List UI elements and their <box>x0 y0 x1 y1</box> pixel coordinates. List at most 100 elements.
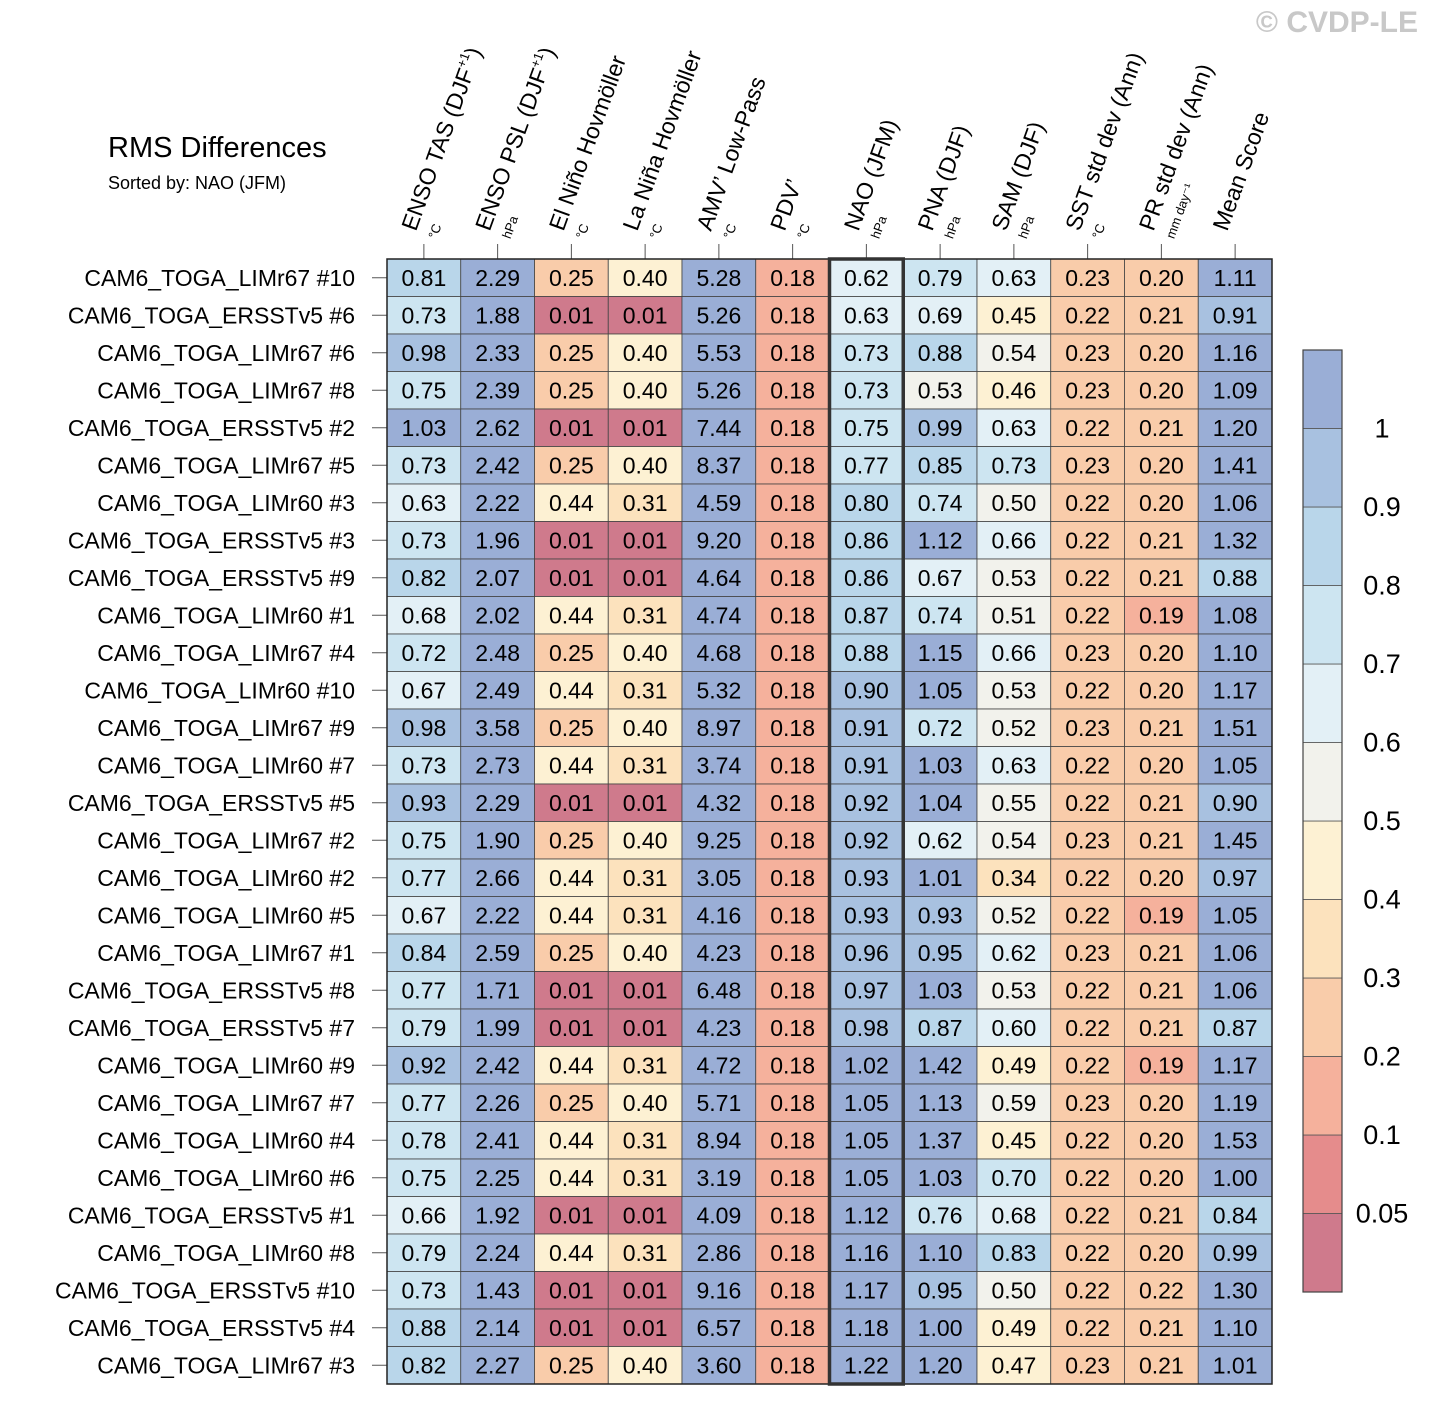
cell-value: 0.63 <box>844 302 889 328</box>
cell-r26-c6 <box>829 1233 904 1272</box>
cell-r20-c6 <box>829 1008 904 1047</box>
cell-r07-c9 <box>1050 521 1125 560</box>
cell-r14-c8 <box>976 783 1052 822</box>
cell-r20-c4 <box>681 1008 757 1047</box>
cell-value: 1.15 <box>918 640 963 666</box>
cell-r12-c0 <box>386 708 462 747</box>
cell-value: 3.05 <box>696 865 741 891</box>
cell-value: 0.18 <box>770 1202 815 1228</box>
cell-r08-c7 <box>902 558 978 597</box>
cell-value: 0.31 <box>623 902 668 928</box>
cell-r12-c9 <box>1050 708 1125 747</box>
column-label-name: ENSO PSL (DJF <box>470 65 553 234</box>
cell-r18-c5 <box>755 933 830 972</box>
cell-value: 0.01 <box>549 1277 594 1303</box>
cell-value: 1.05 <box>844 1165 889 1191</box>
cell-value: 1.99 <box>475 1015 520 1041</box>
cell-value: 2.25 <box>475 1165 520 1191</box>
cell-value: 5.28 <box>696 265 741 291</box>
cell-value: 0.23 <box>1065 452 1110 478</box>
cell-value: 0.93 <box>918 902 963 928</box>
cell-r07-c3 <box>607 521 683 560</box>
cell-value: 0.25 <box>549 452 594 478</box>
column-label: Mean Score <box>1207 108 1274 233</box>
cell-value: 1.30 <box>1213 1277 1258 1303</box>
cell-r04-c0 <box>386 408 462 447</box>
cell-value: 1.02 <box>844 1052 889 1078</box>
colorbar-swatch <box>1302 428 1343 508</box>
cell-r19-c6 <box>829 971 904 1010</box>
cell-r28-c8 <box>976 1308 1052 1347</box>
cell-r08-c11 <box>1197 558 1273 597</box>
cell-r27-c5 <box>755 1271 830 1310</box>
cell-r24-c0 <box>386 1158 462 1197</box>
cell-r06-c2 <box>534 483 609 522</box>
cell-r29-c4 <box>681 1346 757 1385</box>
cell-r18-c4 <box>681 933 757 972</box>
cell-r26-c5 <box>755 1233 830 1272</box>
cell-r15-c7 <box>902 821 978 860</box>
cell-value: 0.67 <box>918 565 963 591</box>
cell-value: 1.08 <box>1213 602 1258 628</box>
cell-value: 0.53 <box>991 977 1036 1003</box>
cell-value: 1.06 <box>1213 977 1258 1003</box>
cell-value: 0.67 <box>401 677 446 703</box>
cell-r12-c6 <box>829 708 904 747</box>
cell-r03-c11 <box>1197 371 1273 410</box>
row-label: CAM6_TOGA_LIMr67 #1 <box>97 940 355 966</box>
colorbar-label: 0.7 <box>1363 649 1401 679</box>
cell-r15-c4 <box>681 821 757 860</box>
cell-r00-c4 <box>681 258 757 297</box>
cell-value: 0.22 <box>1065 415 1110 441</box>
cell-value: 0.25 <box>549 827 594 853</box>
cell-value: 0.73 <box>401 1277 446 1303</box>
cell-r04-c4 <box>681 408 757 447</box>
cell-value: 0.40 <box>623 640 668 666</box>
cell-r19-c5 <box>755 971 830 1010</box>
cell-value: 0.01 <box>549 1315 594 1341</box>
cell-r28-c10 <box>1124 1308 1199 1347</box>
cell-r00-c0 <box>386 258 462 297</box>
row-label: CAM6_TOGA_LIMr60 #3 <box>97 490 355 516</box>
cell-r20-c7 <box>902 1008 978 1047</box>
cell-value: 8.97 <box>696 715 741 741</box>
row-label: CAM6_TOGA_LIMr67 #9 <box>97 715 355 741</box>
cell-value: 0.66 <box>991 640 1036 666</box>
cell-value: 0.50 <box>991 490 1036 516</box>
cell-value: 0.23 <box>1065 1090 1110 1116</box>
cell-value: 2.22 <box>475 490 520 516</box>
cell-r16-c2 <box>534 858 609 897</box>
cell-r17-c6 <box>829 896 904 935</box>
cell-r02-c11 <box>1197 333 1273 372</box>
cell-value: 0.25 <box>549 340 594 366</box>
cell-r20-c11 <box>1197 1008 1273 1047</box>
cell-value: 0.99 <box>918 415 963 441</box>
cell-r03-c9 <box>1050 371 1125 410</box>
cell-value: 0.22 <box>1065 490 1110 516</box>
cell-value: 0.22 <box>1065 1052 1110 1078</box>
cell-value: 0.87 <box>918 1015 963 1041</box>
cell-value: 1.96 <box>475 527 520 553</box>
cell-r11-c9 <box>1050 671 1125 710</box>
cell-value: 0.53 <box>918 377 963 403</box>
cell-value: 0.01 <box>623 1277 668 1303</box>
cell-value: 0.53 <box>991 677 1036 703</box>
cell-value: 1.05 <box>1213 752 1258 778</box>
cell-r26-c9 <box>1050 1233 1125 1272</box>
cell-r28-c6 <box>829 1308 904 1347</box>
cell-value: 0.82 <box>401 565 446 591</box>
cell-r05-c9 <box>1050 446 1125 485</box>
cell-value: 0.23 <box>1065 640 1110 666</box>
cell-value: 0.22 <box>1065 677 1110 703</box>
cell-value: 1.00 <box>1213 1165 1258 1191</box>
cell-value: 1.00 <box>918 1315 963 1341</box>
cell-r02-c4 <box>681 333 757 372</box>
cell-value: 0.21 <box>1139 1315 1184 1341</box>
cell-r21-c8 <box>976 1046 1052 1085</box>
cell-value: 0.34 <box>991 865 1036 891</box>
cell-r27-c7 <box>902 1271 978 1310</box>
colorbar-swatch <box>1302 1056 1343 1136</box>
column-label-group: SAM (DJF)hPa <box>986 118 1049 241</box>
cell-value: 0.22 <box>1065 865 1110 891</box>
cell-r22-c8 <box>976 1083 1052 1122</box>
